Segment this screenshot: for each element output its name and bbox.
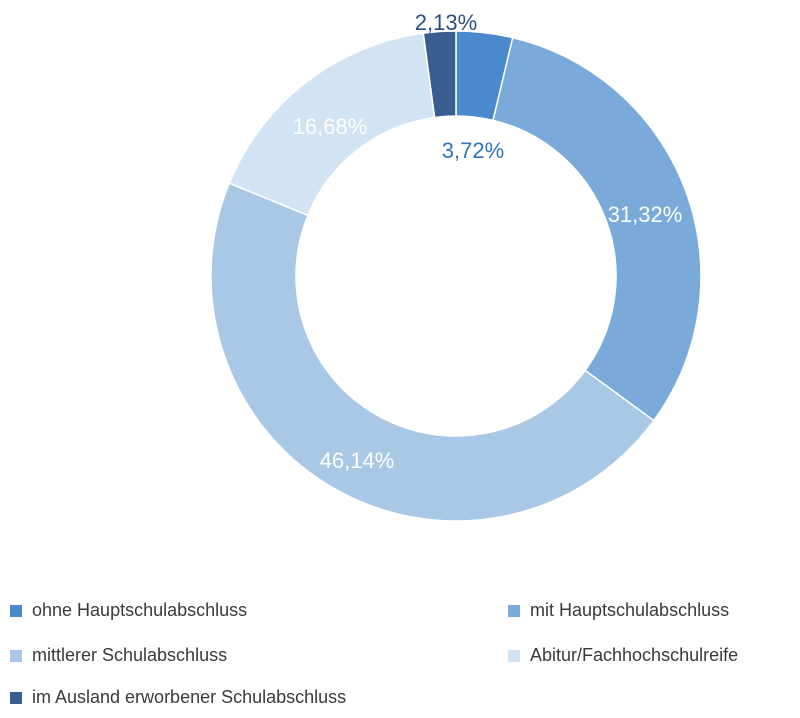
legend-swatch — [10, 649, 22, 662]
legend-label: im Ausland erworbener Schulabschluss — [32, 687, 347, 707]
legend-swatch — [10, 691, 22, 704]
legend-item-ohne-hauptschulabschluss: ohne Hauptschulabschluss — [10, 600, 247, 621]
legend-item-mittlerer-schulabschluss: mittlerer Schulabschluss — [10, 645, 227, 666]
legend-label: mittlerer Schulabschluss — [32, 645, 228, 665]
slice-label-1: 31,32% — [608, 202, 683, 227]
chart-legend: ohne Hauptschulabschluss mit Hauptschula… — [0, 594, 800, 718]
legend-label: mit Hauptschulabschluss — [530, 600, 730, 620]
legend-swatch — [10, 604, 22, 617]
legend-item-mit-hauptschulabschluss: mit Hauptschulabschluss — [508, 600, 729, 621]
donut-slice-2 — [210, 182, 655, 522]
slice-label-3: 16,68% — [293, 114, 368, 139]
donut-chart: 3,72% 31,32% 46,14% 16,68% 2,13% — [210, 10, 702, 522]
legend-item-abitur-fachhochschulreife: Abitur/Fachhochschulreife — [508, 645, 738, 666]
donut-slice-1 — [492, 36, 702, 422]
legend-swatch — [508, 649, 520, 662]
slice-label-0: 3,72% — [442, 138, 504, 163]
donut-slice-4 — [422, 30, 457, 119]
legend-item-ausland-schulabschluss: im Ausland erworbener Schulabschluss — [10, 687, 346, 708]
legend-label: ohne Hauptschulabschluss — [32, 600, 248, 620]
slice-label-4: 2,13% — [415, 10, 477, 35]
legend-swatch — [508, 604, 520, 617]
legend-label: Abitur/Fachhochschulreife — [530, 645, 739, 665]
slice-label-2: 46,14% — [320, 448, 395, 473]
